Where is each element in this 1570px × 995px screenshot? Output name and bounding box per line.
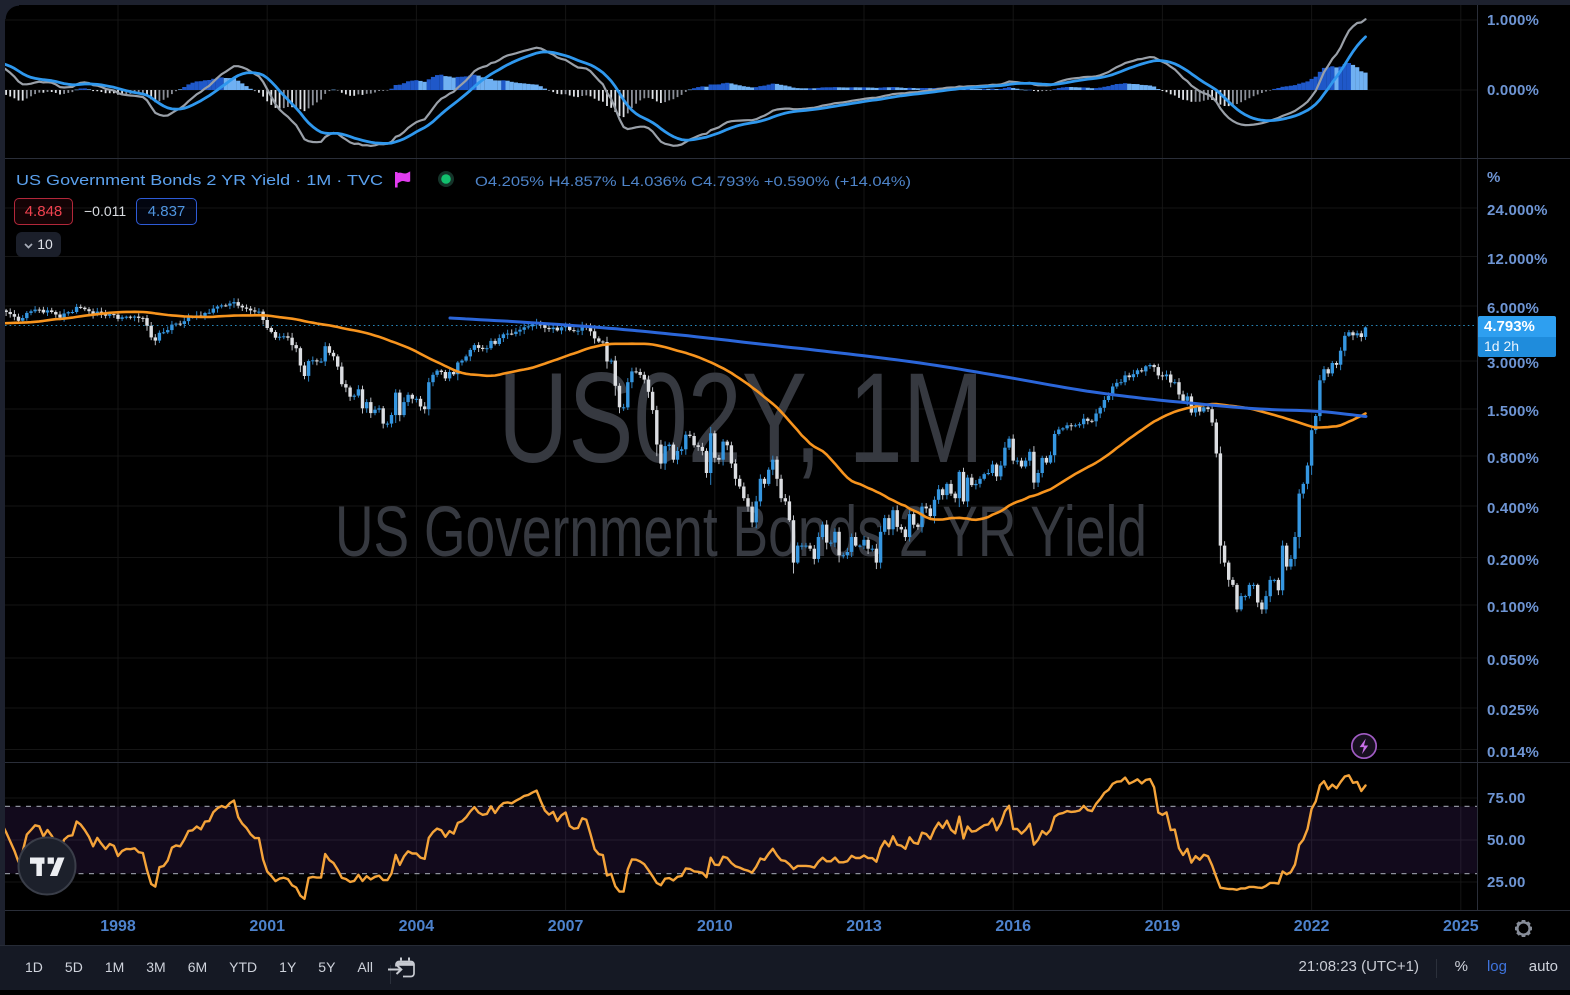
svg-text:US Government Bonds 2 YR Yield: US Government Bonds 2 YR Yield · 1M · TV… xyxy=(16,172,383,189)
svg-text:US02Y, 1M: US02Y, 1M xyxy=(498,347,984,490)
svg-text:O4.205% H4.857% L4.036% C4.793: O4.205% H4.857% L4.036% C4.793% +0.590% … xyxy=(475,173,911,189)
svg-text:US Government Bonds 2 YR Yield: US Government Bonds 2 YR Yield xyxy=(335,493,1147,572)
